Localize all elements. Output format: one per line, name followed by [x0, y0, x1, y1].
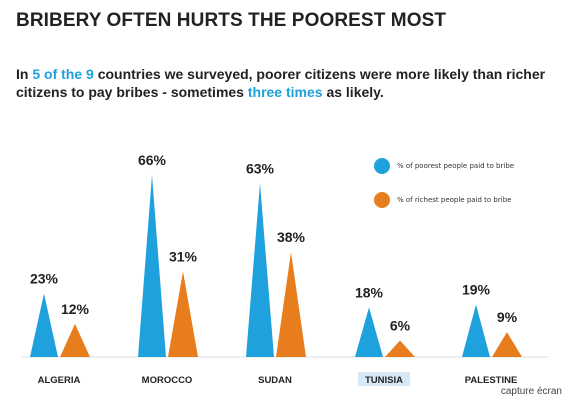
category-label-tunisia: TUNISIA [365, 375, 403, 386]
subtitle-highlight: 5 of the 9 [32, 66, 94, 82]
legend-label-richest: % of richest people paid to bribe [397, 196, 512, 204]
data-label-richest-algeria: 12% [61, 301, 90, 317]
bar-richest-algeria [60, 323, 90, 357]
subtitle-text: countries we surveyed, poorer citizens w… [16, 66, 546, 100]
bar-richest-morocco [168, 271, 198, 357]
bar-richest-palestine [492, 332, 522, 357]
subtitle-text: In [16, 66, 33, 82]
bar-richest-sudan [276, 252, 306, 357]
watermark-text: capture écran [500, 386, 562, 397]
category-label-morocco: MOROCCO [142, 375, 193, 386]
bar-richest-tunisia [385, 340, 415, 357]
category-highlight [358, 372, 410, 386]
bar-poorest-tunisia [355, 307, 383, 357]
bar-poorest-algeria [30, 293, 58, 357]
data-label-poorest-sudan: 63% [246, 160, 275, 176]
legend-swatch-richest [374, 192, 390, 208]
bar-poorest-palestine [462, 304, 490, 357]
legend-item-richest: % of richest people paid to bribe [374, 190, 564, 210]
subtitle-highlight: three times [247, 84, 323, 100]
data-label-poorest-algeria: 23% [30, 271, 59, 287]
data-label-richest-sudan: 38% [277, 229, 306, 245]
data-label-poorest-palestine: 19% [462, 282, 491, 298]
legend-label-poorest: % of poorest people paid to bribe [397, 162, 515, 170]
bar-poorest-morocco [138, 175, 166, 357]
data-label-poorest-morocco: 66% [138, 152, 167, 168]
category-label-sudan: SUDAN [258, 375, 292, 386]
category-label-palestine: PALESTINE [465, 375, 518, 386]
chart-legend: % of poorest people paid to bribe % of r… [374, 156, 564, 224]
category-label-algeria: ALGERIA [38, 375, 81, 386]
chart-subtitle: In 5 of the 9 countries we surveyed, poo… [16, 65, 556, 101]
data-label-richest-morocco: 31% [169, 249, 198, 265]
legend-item-poorest: % of poorest people paid to bribe [374, 156, 564, 176]
data-label-richest-palestine: 9% [497, 309, 518, 325]
bar-poorest-sudan [246, 183, 274, 357]
data-label-richest-tunisia: 6% [390, 317, 411, 333]
data-label-poorest-tunisia: 18% [355, 284, 384, 300]
page-title: BRIBERY OFTEN HURTS THE POOREST MOST [16, 10, 447, 31]
legend-swatch-poorest [374, 158, 390, 174]
subtitle-text: as likely. [322, 84, 384, 100]
